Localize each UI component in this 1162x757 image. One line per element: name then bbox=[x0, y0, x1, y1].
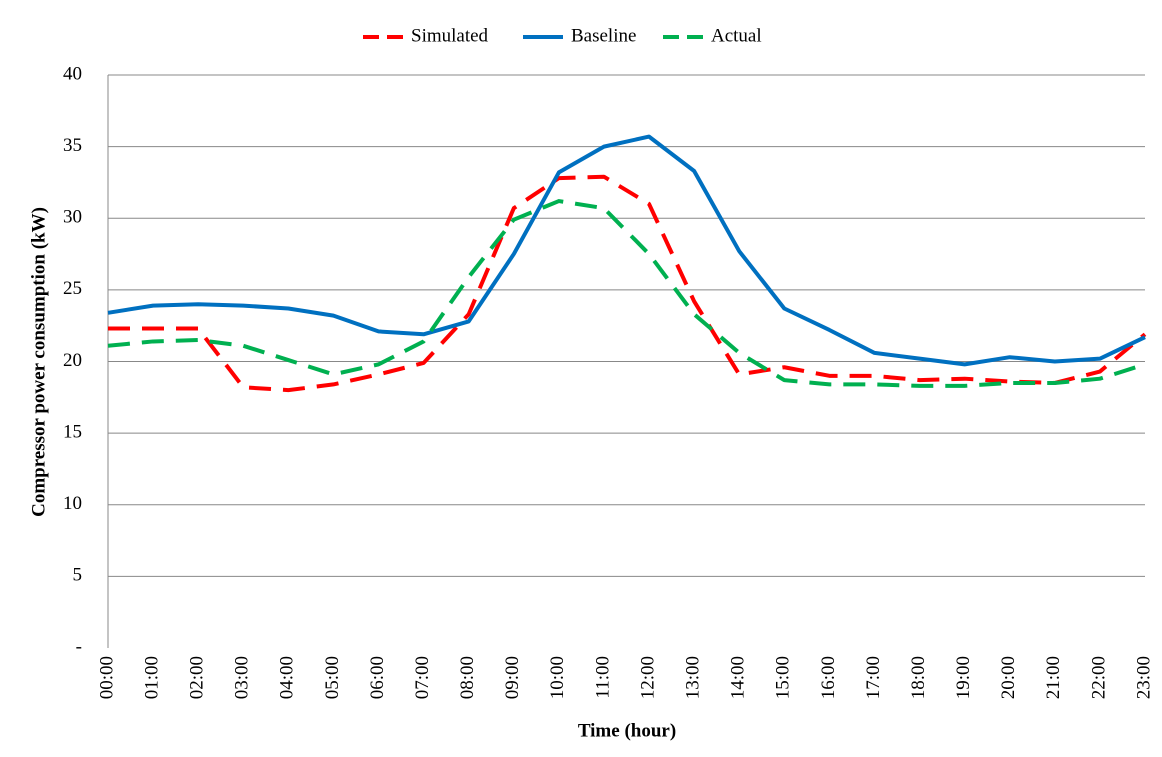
x-tick-label: 07:00 bbox=[412, 656, 433, 699]
x-tick-label: 15:00 bbox=[773, 656, 794, 699]
x-tick-label: 03:00 bbox=[232, 656, 253, 699]
y-tick-label: 20 bbox=[63, 350, 82, 371]
legend-label: Simulated bbox=[411, 25, 489, 46]
x-tick-label: 04:00 bbox=[277, 656, 298, 699]
y-tick-label: 5 bbox=[73, 565, 83, 586]
x-tick-label: 08:00 bbox=[457, 656, 478, 699]
x-tick-label: 17:00 bbox=[863, 656, 884, 699]
series-line bbox=[107, 134, 1146, 367]
x-tick-label: 22:00 bbox=[1088, 656, 1109, 699]
series-line bbox=[107, 199, 1146, 388]
y-axis-title: Compressor power consumption (kW) bbox=[28, 207, 49, 517]
x-tick-label: 16:00 bbox=[818, 656, 839, 699]
x-tick-label: 02:00 bbox=[187, 656, 208, 699]
x-tick-label: 05:00 bbox=[322, 656, 343, 699]
series-line bbox=[108, 174, 1147, 393]
x-tick-label: 19:00 bbox=[953, 656, 974, 699]
x-tick-label: 00:00 bbox=[96, 656, 117, 699]
x-tick-label: 13:00 bbox=[682, 656, 703, 699]
x-tick-label: 20:00 bbox=[998, 656, 1019, 699]
x-tick-label: 06:00 bbox=[367, 656, 388, 699]
legend-label: Baseline bbox=[571, 25, 636, 46]
y-tick-label: 40 bbox=[63, 63, 82, 84]
y-tick-label: 35 bbox=[63, 135, 82, 156]
x-tick-label: 12:00 bbox=[637, 656, 658, 699]
x-tick-label: 23:00 bbox=[1133, 656, 1154, 699]
y-tick-label: 30 bbox=[63, 207, 82, 228]
x-tick-label: 10:00 bbox=[547, 656, 568, 699]
x-tick-label: 18:00 bbox=[908, 656, 929, 699]
x-tick-label: 09:00 bbox=[502, 656, 523, 699]
y-tick-label: 15 bbox=[63, 421, 82, 442]
x-axis-title: Time (hour) bbox=[578, 720, 676, 741]
x-tick-label: 11:00 bbox=[592, 656, 613, 699]
y-tick-label: 10 bbox=[63, 493, 82, 514]
x-tick-label: 01:00 bbox=[141, 656, 162, 699]
y-tick-label: 25 bbox=[63, 278, 82, 299]
legend-label: Actual bbox=[711, 25, 762, 46]
y-tick-label: - bbox=[76, 636, 82, 657]
x-tick-label: 21:00 bbox=[1043, 656, 1064, 699]
x-tick-label: 14:00 bbox=[728, 656, 749, 699]
